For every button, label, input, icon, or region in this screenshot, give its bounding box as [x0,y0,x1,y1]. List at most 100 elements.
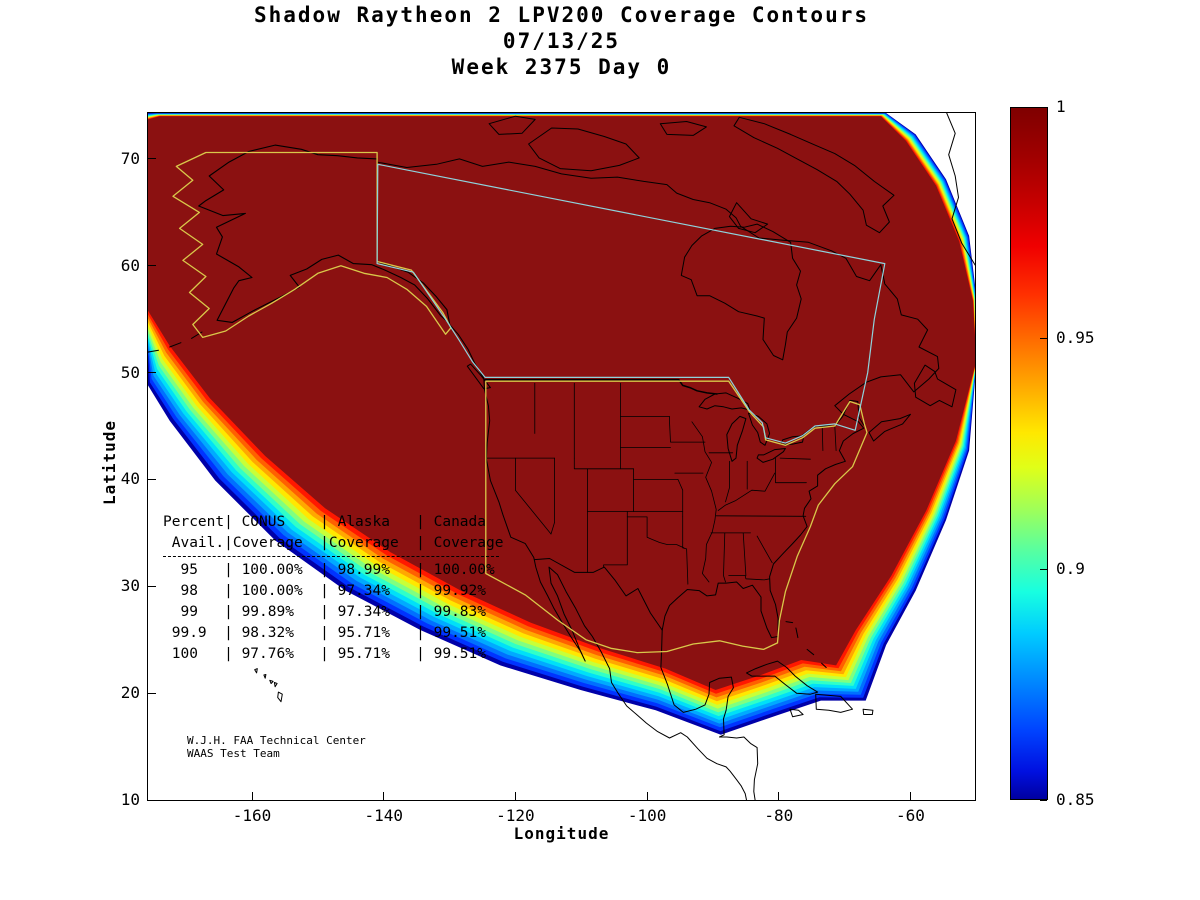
colorbar-tick-mark [1040,106,1047,108]
nova-scotia [868,413,911,442]
y-tick-label: 20 [120,683,140,703]
aleutians-3 [191,331,203,339]
aleutians-2 [169,342,182,348]
coverage-core [148,116,975,690]
conus-service-volume [485,380,868,654]
puerto-rico [862,708,874,715]
state-border [742,532,747,577]
bahamas-2 [795,627,799,639]
aleutians-1 [148,349,159,353]
bahamas-4 [821,662,827,668]
x-tick-mark [778,792,780,800]
y-tick-mark [148,692,156,694]
contour-map-svg [148,113,975,800]
credit-line-2: WAAS Test Team [187,747,280,760]
state-border [775,457,807,484]
x-tick-label: -140 [364,806,403,825]
credit-text: W.J.H. FAA Technical Center WAAS Test Te… [187,734,366,760]
state-border [550,457,556,535]
colorbar-gradient [1011,108,1047,799]
x-tick-mark [514,792,516,800]
southampton-island [728,202,769,234]
y-tick-mark [148,158,156,160]
state-border [728,575,770,581]
ohio-river [717,472,776,511]
availability-table-row: 100 | 97.76% | 95.71% | 99.51% [163,646,487,662]
state-border [573,457,635,470]
bahamas-3 [806,648,815,656]
y-tick-mark [148,478,156,480]
hawaii-oahu [263,674,267,679]
availability-table-separator [163,556,499,557]
x-tick-label: -120 [496,806,535,825]
x-axis-label: Longitude [513,824,610,843]
availability-table-row: 99 | 99.89% | 97.34% | 99.83% [163,604,487,620]
state-border [723,532,726,583]
greenland-coastline [946,113,975,266]
hudson-bay [680,223,802,361]
figure-date: 07/13/25 [502,29,621,53]
lake-michigan [726,415,747,462]
x-tick-label: -100 [627,806,667,825]
y-tick-label: 40 [120,469,140,489]
figure-title: Shadow Raytheon 2 LPV200 Coverage Contou… [253,3,869,27]
y-tick-mark [148,799,156,801]
state-border [626,516,685,549]
y-tick-label: 60 [120,255,140,275]
y-tick-label: 30 [120,576,140,596]
state-border [821,425,824,452]
availability-table: Percent| CONUS | Alaska | Canada Avail.|… [163,512,503,665]
y-axis-label: Latitude [100,419,119,505]
colorbar-tick-mark [1040,337,1047,339]
arctic-and-east-coastline [376,158,940,800]
y-tick-mark [148,265,156,267]
x-tick-label: -60 [896,806,925,825]
credit-line-1: W.J.H. FAA Technical Center [187,734,366,747]
colorbar-tick-mark [1040,568,1047,570]
availability-table-row: 99.9 | 98.32% | 95.71% | 99.51% [163,625,487,641]
lake-erie [756,448,786,463]
jamaica [789,708,804,718]
colorbar [1010,107,1048,800]
figure-week: Week 2375 Day 0 [451,55,672,79]
state-border [677,479,684,518]
x-tick-mark [383,792,385,800]
hawaii-molokai [269,679,274,684]
availability-table-header-line: Percent| CONUS | Alaska | Canada [163,514,487,530]
y-tick-mark [148,585,156,587]
title-block: Shadow Raytheon 2 LPV200 Coverage Contou… [148,2,975,80]
x-tick-mark [646,792,648,800]
hispaniola [815,693,853,713]
y-tick-label: 10 [120,790,140,809]
hawaii-big-island [277,691,283,703]
victoria-island [528,127,640,172]
mississippi-river [691,421,717,583]
colorbar-tick-label: 0.9 [1056,559,1085,578]
availability-table-row: 95 | 100.00% | 98.99% | 100.00% [163,562,495,578]
state-border [682,516,689,585]
lake-huron [748,412,771,446]
y-tick-label: 70 [120,148,140,168]
state-border [514,457,552,535]
availability-table-row: 98 | 100.00% | 97.34% | 99.92% [163,583,487,599]
newfoundland [913,364,957,408]
us-canada-border [484,378,718,395]
state-border [756,535,773,564]
x-tick-mark [251,792,253,800]
y-tick-mark [148,372,156,374]
hawaii-maui [273,682,278,688]
plot-area [147,112,976,801]
hawaii-kauai [254,668,258,674]
state-border [779,457,811,460]
state-border [834,425,837,452]
baffin-island [733,116,895,234]
banks-island [488,115,536,135]
x-tick-mark [909,792,911,800]
y-tick-label: 50 [120,362,140,382]
state-border [715,515,807,517]
availability-table-header-line: Avail.|Coverage |Coverage | Coverage [163,535,504,551]
state-border [725,460,730,503]
colorbar-tick-label: 0.95 [1056,328,1095,347]
colorbar-tick-label: 0.85 [1056,790,1095,809]
